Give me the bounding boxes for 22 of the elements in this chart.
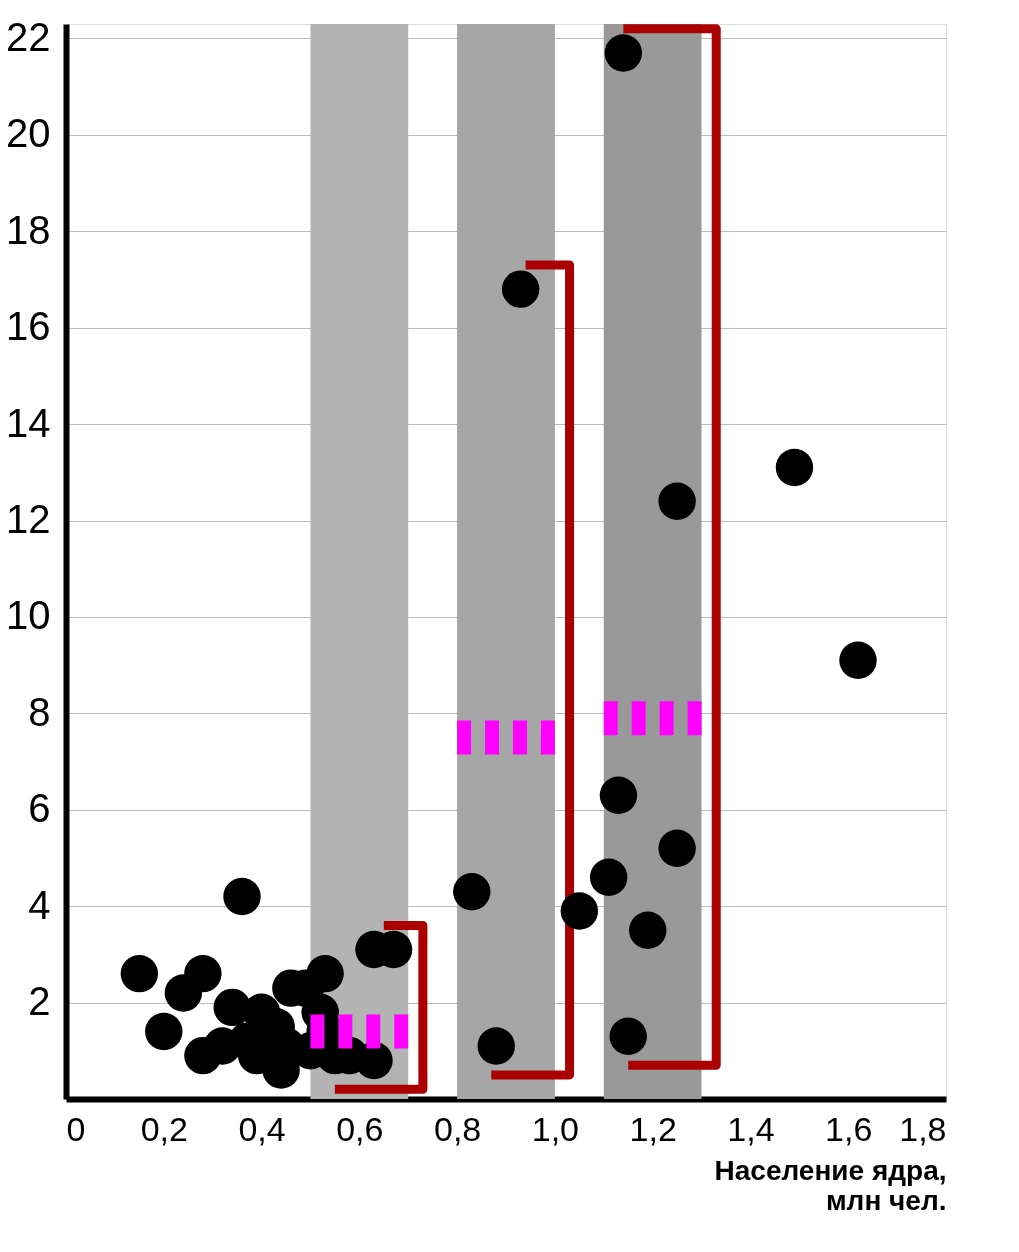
y-tick-label: 8 bbox=[28, 689, 51, 734]
y-tick-label: 12 bbox=[6, 497, 51, 542]
x-tick-label: 1,2 bbox=[629, 1109, 677, 1148]
y-tick-label: 6 bbox=[28, 786, 51, 831]
x-tick-label: 1,8 bbox=[899, 1109, 947, 1148]
y-tick-label: 4 bbox=[28, 882, 51, 927]
x-tick-label: 1,0 bbox=[531, 1109, 580, 1148]
y-tick-label: 10 bbox=[6, 593, 51, 638]
y-tick-label: 14 bbox=[6, 400, 51, 445]
x-axis-title: Население ядра, млн чел. bbox=[714, 1154, 947, 1216]
x-tick-label: 1,6 bbox=[825, 1109, 873, 1148]
x-tick-label: 1,4 bbox=[727, 1109, 775, 1148]
x-tick-label: 0 bbox=[66, 1109, 86, 1148]
x-tick-label: 0,8 bbox=[433, 1109, 482, 1148]
y-tick-label: 22 bbox=[6, 14, 51, 59]
y-tick-label: 20 bbox=[6, 111, 51, 156]
x-tick-label: 0,2 bbox=[140, 1109, 188, 1148]
y-tick-label: 16 bbox=[6, 304, 51, 349]
y-tick-label: 2 bbox=[28, 979, 51, 1024]
y-tick-label: 18 bbox=[6, 207, 51, 252]
x-tick-label: 0,6 bbox=[336, 1109, 384, 1148]
x-tick-label: 0,4 bbox=[238, 1109, 286, 1148]
